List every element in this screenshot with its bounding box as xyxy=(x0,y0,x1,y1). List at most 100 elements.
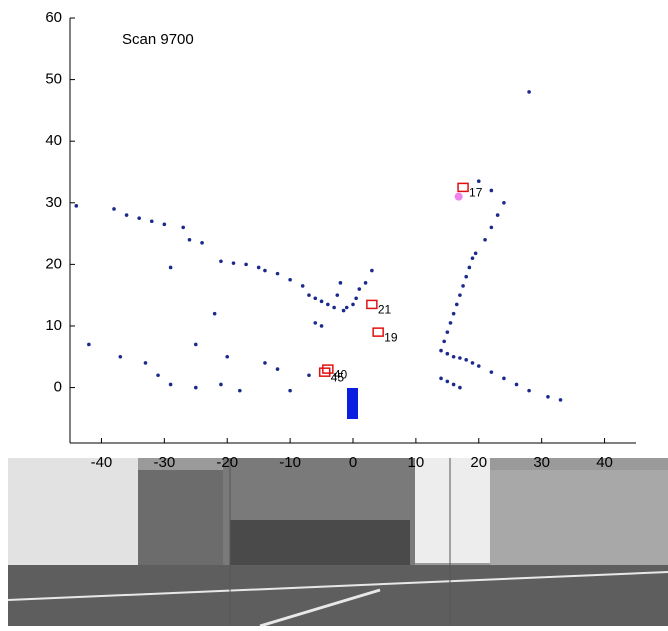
scan-point xyxy=(458,386,462,390)
scan-point xyxy=(169,383,173,387)
scan-point xyxy=(357,287,361,291)
x-tick-label: 40 xyxy=(596,454,613,471)
scan-point xyxy=(276,367,280,371)
scan-point xyxy=(452,355,456,359)
scan-point xyxy=(458,356,462,360)
scan-point xyxy=(345,306,349,310)
scan-point xyxy=(461,284,465,288)
scan-point xyxy=(276,272,280,276)
scan-point xyxy=(452,312,456,316)
x-tick-label: -20 xyxy=(216,454,238,471)
track-box xyxy=(373,328,383,336)
track-label: 17 xyxy=(469,186,483,200)
scan-point xyxy=(515,383,519,387)
scan-point xyxy=(188,238,192,242)
scan-point xyxy=(307,293,311,297)
scan-point xyxy=(219,383,223,387)
scan-point xyxy=(342,309,346,313)
x-tick-label: -10 xyxy=(279,454,301,471)
scan-point xyxy=(320,300,324,304)
scan-point xyxy=(87,343,91,347)
scan-point xyxy=(320,324,324,328)
scan-point xyxy=(213,312,217,316)
y-tick-label: 60 xyxy=(45,9,62,26)
scan-point xyxy=(471,361,475,365)
scan-point xyxy=(439,349,443,353)
scan-point xyxy=(464,275,468,279)
scan-point xyxy=(238,389,242,393)
scan-point xyxy=(313,321,317,325)
scan-point xyxy=(351,303,355,307)
scan-point xyxy=(354,296,358,300)
scan-point xyxy=(496,213,500,217)
scan-point xyxy=(490,189,494,193)
track-label: 45 xyxy=(331,370,345,384)
scan-point xyxy=(301,284,305,288)
scan-point xyxy=(559,398,563,402)
scan-point xyxy=(364,281,368,285)
scan-point xyxy=(181,226,185,230)
x-tick-label: 10 xyxy=(408,454,425,471)
scan-point xyxy=(477,179,481,183)
scan-point xyxy=(464,358,468,362)
track-box xyxy=(458,183,468,191)
scan-point xyxy=(527,389,531,393)
scan-point xyxy=(483,238,487,242)
scan-point xyxy=(244,263,248,267)
x-tick-label: 20 xyxy=(470,454,487,471)
track-label: 21 xyxy=(378,303,392,317)
scan-point xyxy=(169,266,173,270)
scan-point xyxy=(257,266,261,270)
scan-point xyxy=(232,261,236,265)
track-box xyxy=(320,368,330,376)
y-tick-label: 40 xyxy=(45,132,62,149)
scan-point xyxy=(474,251,478,255)
scan-point xyxy=(112,207,116,211)
y-tick-label: 30 xyxy=(45,194,62,211)
y-tick-label: 50 xyxy=(45,71,62,88)
scan-point xyxy=(452,383,456,387)
scan-point xyxy=(546,395,550,399)
scan-point xyxy=(455,303,459,307)
scan-point xyxy=(439,377,443,381)
scan-point xyxy=(307,373,311,377)
scan-point xyxy=(194,343,198,347)
scan-point xyxy=(455,193,463,201)
scan-point xyxy=(288,389,292,393)
scan-point xyxy=(442,340,446,344)
scan-point xyxy=(458,293,462,297)
scan-point xyxy=(471,256,475,260)
scan-point xyxy=(490,226,494,230)
scan-point xyxy=(194,386,198,390)
scan-point xyxy=(446,330,450,334)
y-tick-label: 20 xyxy=(45,255,62,272)
scan-point xyxy=(119,355,123,359)
scan-point xyxy=(125,213,129,217)
x-tick-label: 0 xyxy=(349,454,357,471)
page: {"chart_data": { "type": "scatter", "ann… xyxy=(0,0,668,626)
annotation: Scan 9700 xyxy=(122,31,194,48)
scan-point xyxy=(163,223,167,227)
track-label: 19 xyxy=(384,330,398,344)
track-box xyxy=(367,300,377,308)
y-tick-label: 10 xyxy=(45,317,62,334)
scan-point xyxy=(137,216,141,220)
scan-point xyxy=(156,373,160,377)
ego-vehicle xyxy=(347,388,358,419)
scan-point xyxy=(288,278,292,282)
scan-point xyxy=(446,380,450,384)
scan-point xyxy=(326,303,330,307)
scan-point xyxy=(477,364,481,368)
camera-panorama xyxy=(8,458,668,626)
scan-point xyxy=(502,377,506,381)
chart: Scan 9700 -40-30-20-10010203040010203040… xyxy=(0,0,668,626)
scan-point xyxy=(468,266,472,270)
scan-point xyxy=(263,269,267,273)
x-tick-label: -40 xyxy=(91,454,113,471)
scan-point xyxy=(313,296,317,300)
scan-point xyxy=(225,355,229,359)
scan-point xyxy=(332,306,336,310)
scan-point xyxy=(74,204,78,208)
x-tick-label: -30 xyxy=(153,454,175,471)
scan-point xyxy=(502,201,506,205)
